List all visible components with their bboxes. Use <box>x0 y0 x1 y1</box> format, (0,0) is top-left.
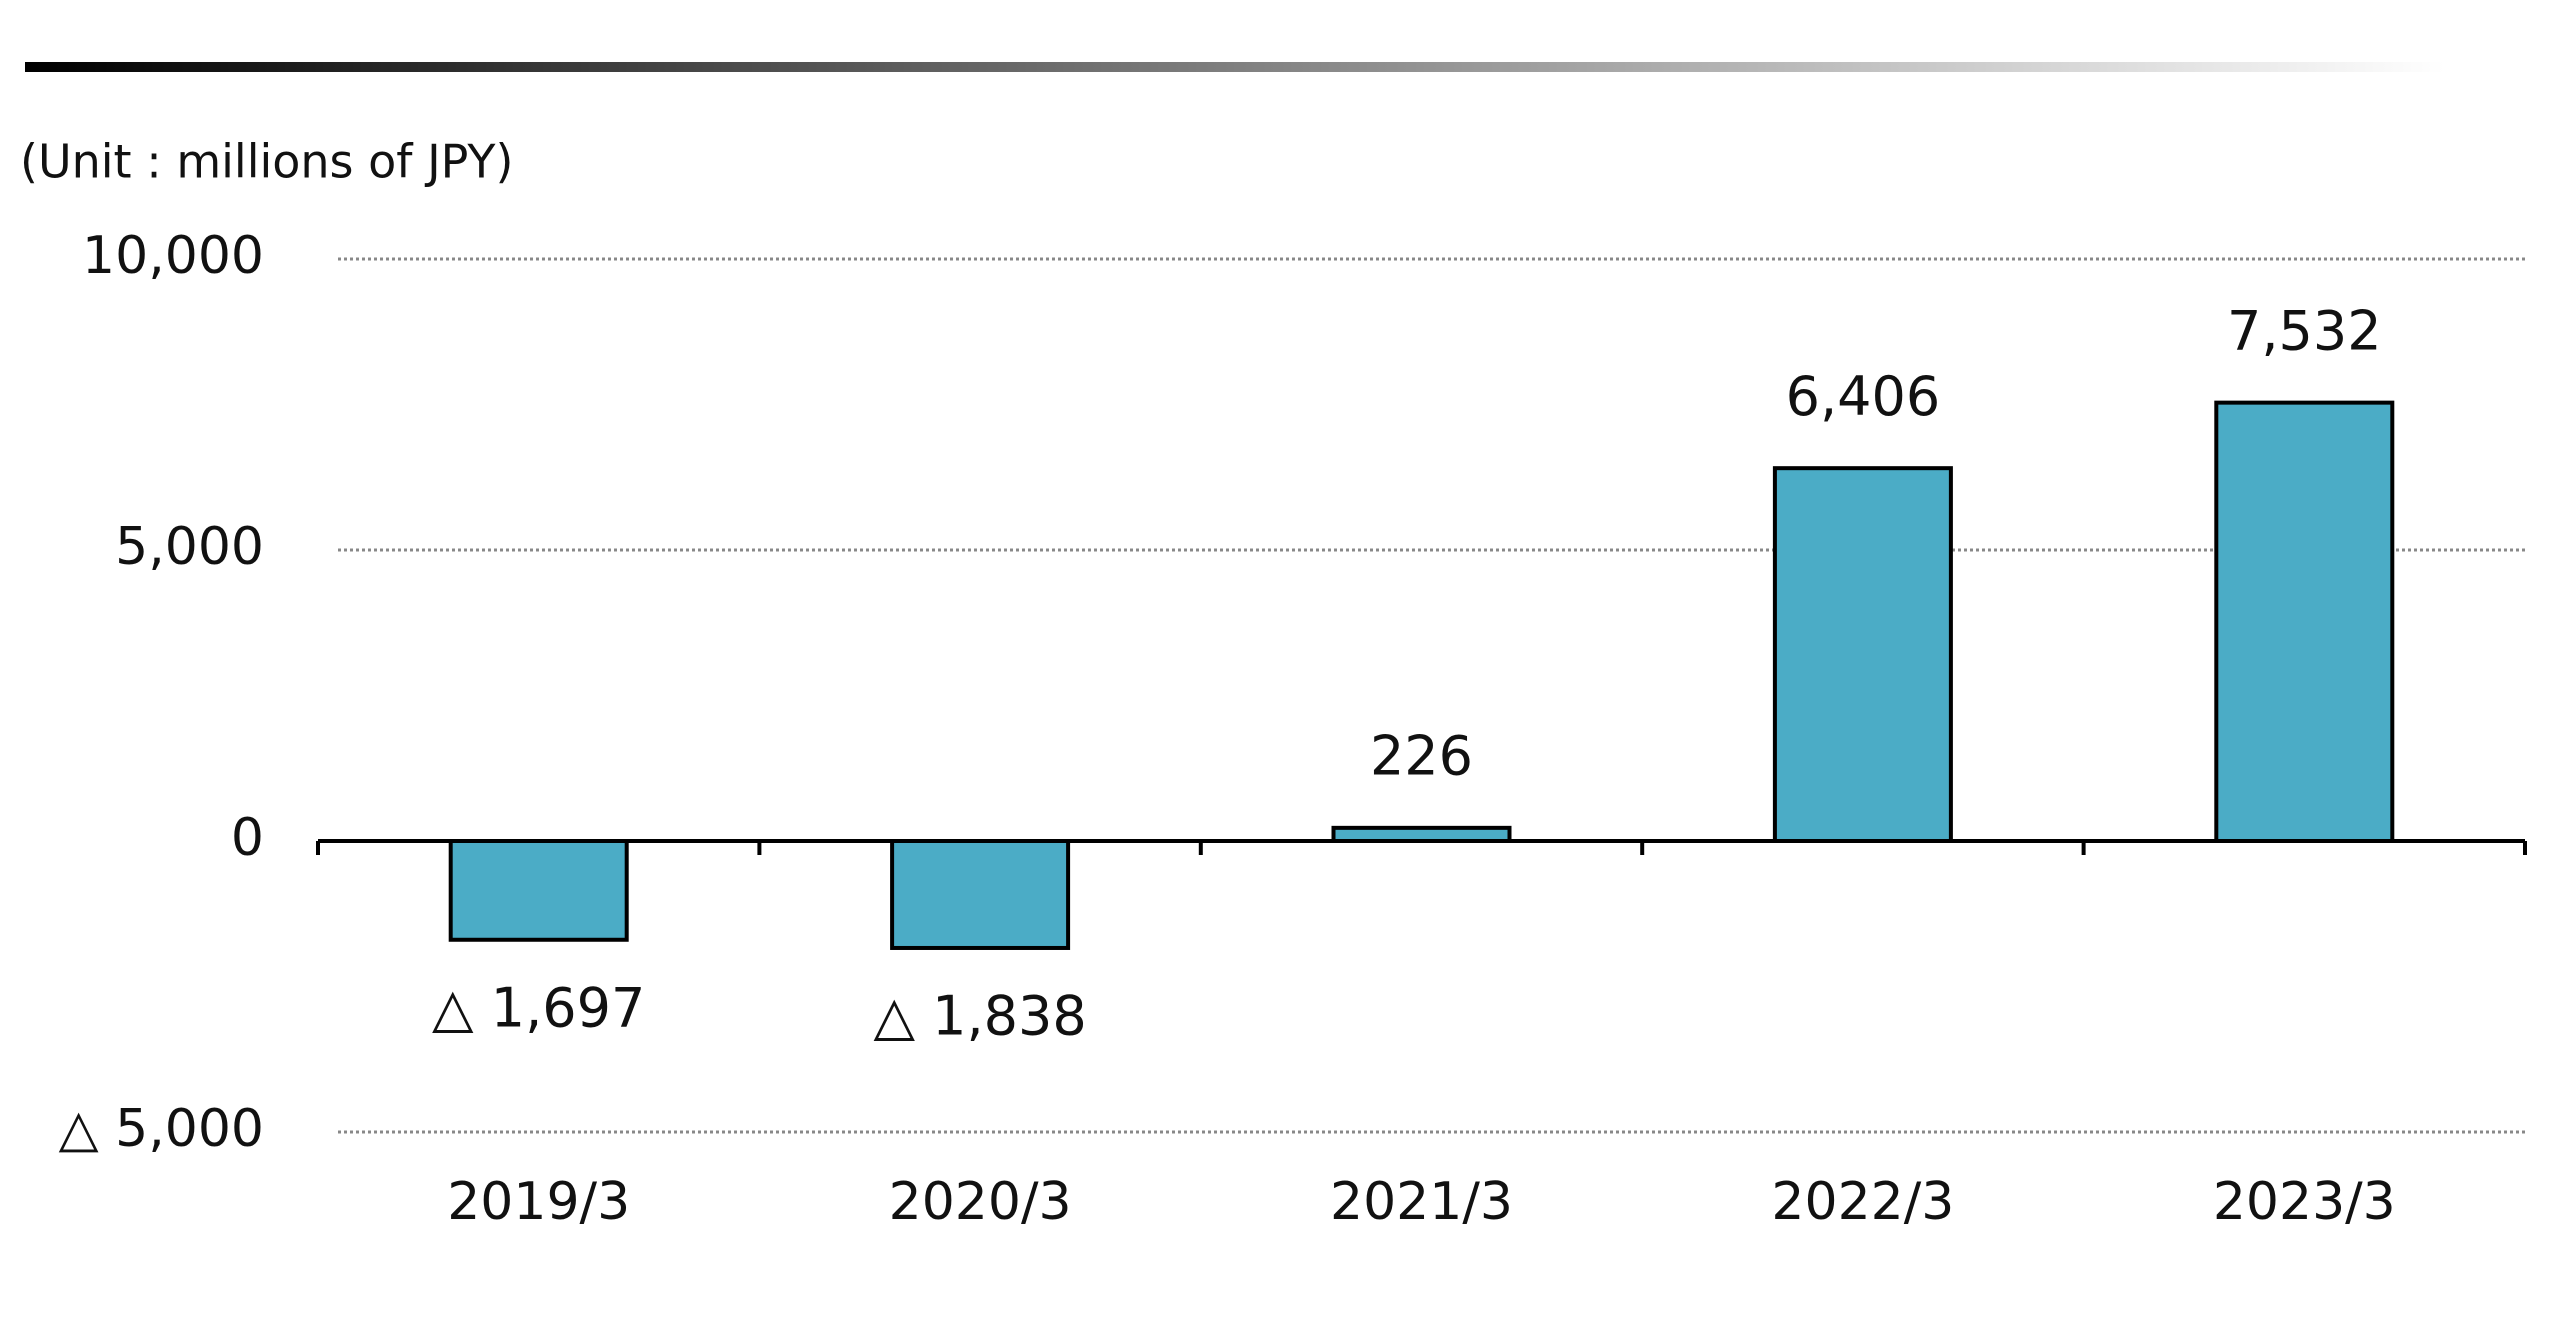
bar <box>448 839 629 942</box>
x-tick-label: 2019/3 <box>447 1172 630 1232</box>
header-rule <box>25 62 2445 72</box>
bar <box>1772 466 1953 843</box>
value-label: △ 1,838 <box>873 985 1086 1048</box>
y-tick-label: △ 5,000 <box>59 1099 264 1159</box>
x-tick-label: 2023/3 <box>2213 1172 2396 1232</box>
x-tick-label: 2022/3 <box>1771 1172 1954 1232</box>
y-tick-label: 0 <box>231 808 264 868</box>
value-label: 7,532 <box>2227 299 2382 362</box>
x-tick-label: 2020/3 <box>889 1172 1072 1232</box>
bar <box>2214 400 2395 843</box>
value-label: 226 <box>1370 724 1473 787</box>
unit-label: (Unit : millions of JPY) <box>20 135 513 189</box>
x-tick-label: 2021/3 <box>1330 1172 1513 1232</box>
value-label: △ 1,697 <box>432 976 645 1039</box>
bar <box>890 839 1071 950</box>
bar <box>1331 825 1512 844</box>
y-tick-label: 5,000 <box>115 517 264 577</box>
value-label: 6,406 <box>1786 365 1941 428</box>
y-tick-label: 10,000 <box>82 226 264 286</box>
